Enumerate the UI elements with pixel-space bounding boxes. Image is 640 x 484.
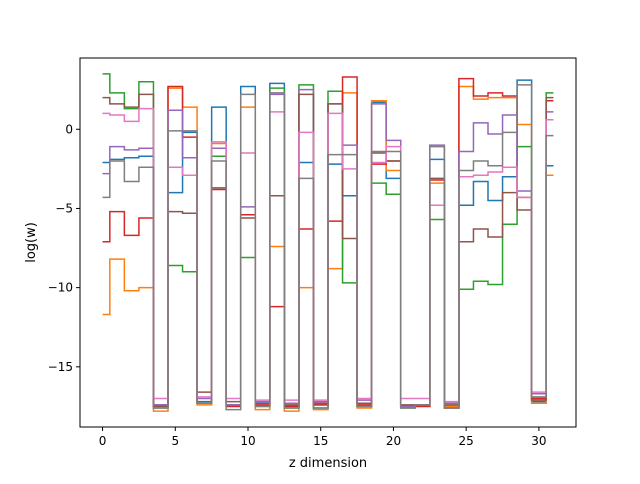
y-axis: −15 −10 −5 0	[48, 122, 80, 374]
series-line-2	[102, 85, 554, 412]
x-tick-label: 5	[171, 434, 179, 448]
x-axis-label: z dimension	[289, 456, 367, 471]
y-axis-label: log(w)	[24, 222, 39, 263]
x-axis: 0 5 10 15 20 25 30	[99, 427, 547, 448]
y-tick-label: −5	[55, 201, 73, 215]
x-tick-label: 15	[313, 434, 328, 448]
series-line-8	[102, 84, 554, 411]
x-tick-label: 20	[386, 434, 401, 448]
x-tick-label: 0	[99, 434, 107, 448]
y-tick-label: −10	[48, 281, 73, 295]
x-tick-label: 10	[240, 434, 255, 448]
y-tick-label: 0	[65, 122, 73, 136]
y-tick-label: −15	[48, 360, 73, 374]
series-layer	[102, 73, 554, 412]
x-tick-label: 30	[531, 434, 546, 448]
x-tick-label: 25	[459, 434, 474, 448]
plot-area-frame	[79, 57, 577, 428]
